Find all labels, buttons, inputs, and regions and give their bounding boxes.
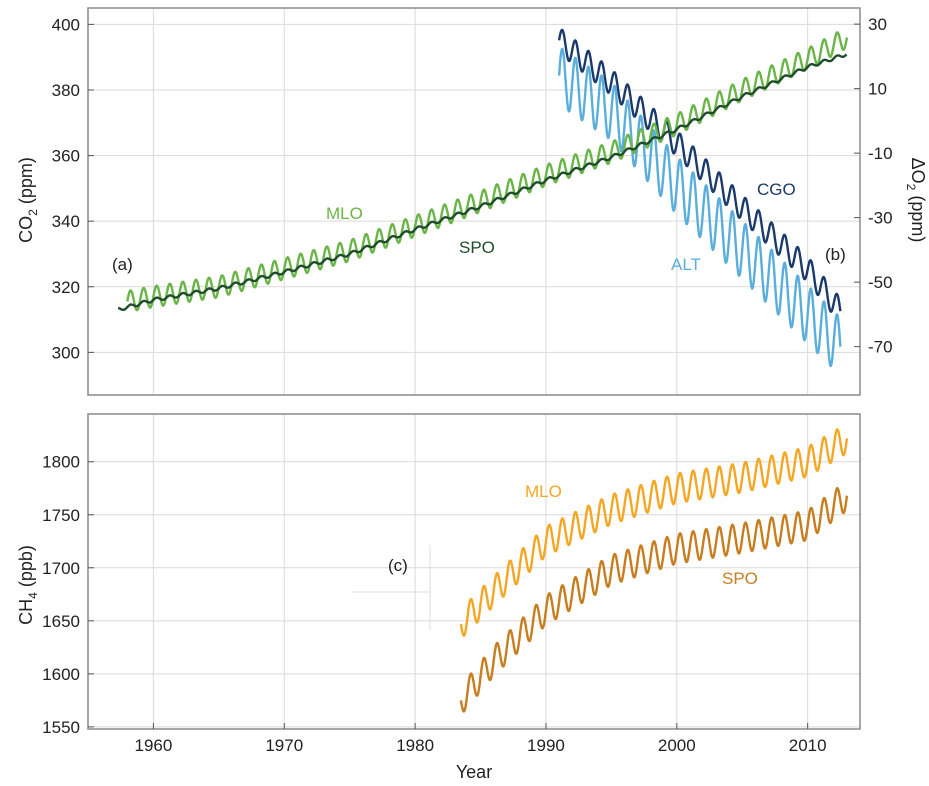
series-line-spo-co2 xyxy=(117,53,848,311)
x-axis-label: Year xyxy=(456,762,492,782)
tick-label-ch4-1550: 1550 xyxy=(42,718,80,737)
tick-label-ch4-1650: 1650 xyxy=(42,612,80,631)
series-label-mlo-ch4: MLO xyxy=(525,482,562,501)
series-top xyxy=(117,28,849,368)
tick-label-x-1980: 1980 xyxy=(396,736,434,755)
y-axis-label-ch4: CH4 (ppb) xyxy=(16,545,40,625)
gridlines-bottom xyxy=(88,414,860,729)
tick-label-o2--10: -10 xyxy=(868,144,893,163)
series-label-spo-co2: SPO xyxy=(459,238,495,257)
panel-label-a: (a) xyxy=(112,255,133,274)
y-axis-label-o2: ΔO2 (ppm) xyxy=(904,158,928,243)
inset-crosshair xyxy=(352,545,431,630)
tick-label-ch4-1800: 1800 xyxy=(42,453,80,472)
x-ticks: 1960 1970 1980 1990 2000 2010 xyxy=(135,723,827,755)
tick-label-co2-320: 320 xyxy=(52,278,80,297)
series-line-alt-o2 xyxy=(557,47,842,368)
tick-label-co2-300: 300 xyxy=(52,343,80,362)
panel-label-b: (b) xyxy=(825,245,846,264)
series-bottom xyxy=(459,428,849,713)
panel-co2-o2: 300 320 340 360 380 400 -70 -50 -30 -10 10 30 CO2 … xyxy=(16,7,928,396)
tick-label-o2--50: -50 xyxy=(868,273,893,292)
tick-label-x-1990: 1990 xyxy=(527,736,565,755)
panel-label-c: (c) xyxy=(388,556,408,575)
tick-label-ch4-1750: 1750 xyxy=(42,506,80,525)
series-label-cgo: CGO xyxy=(757,180,796,199)
y-axis-label-co2: CO2 (ppm) xyxy=(16,157,40,243)
tick-label-o2-30: 30 xyxy=(868,15,887,34)
tick-label-x-2010: 2010 xyxy=(789,736,827,755)
series-line-mlo-co2 xyxy=(126,31,849,312)
tick-label-co2-400: 400 xyxy=(52,15,80,34)
y-ticks-bottom: 1550 1600 1650 1700 1750 1800 xyxy=(42,453,94,737)
series-line-spo-ch4 xyxy=(459,487,849,713)
series-label-alt: ALT xyxy=(671,255,701,274)
plot-frame-top xyxy=(87,7,861,396)
gridlines-top xyxy=(88,8,860,395)
panel-ch4: 1550 1600 1650 1700 1750 1800 1960 1970 1980 199… xyxy=(16,413,861,782)
tick-label-ch4-1600: 1600 xyxy=(42,665,80,684)
series-line-mlo-ch4 xyxy=(459,428,849,637)
tick-label-x-1960: 1960 xyxy=(135,736,173,755)
series-label-spo-ch4: SPO xyxy=(722,569,758,588)
series-line-cgo-o2 xyxy=(557,28,842,313)
tick-label-o2-10: 10 xyxy=(868,80,887,99)
tick-label-x-2000: 2000 xyxy=(658,736,696,755)
y-ticks-left-top: 300 320 340 360 380 400 xyxy=(52,15,94,362)
tick-label-o2--70: -70 xyxy=(868,338,893,357)
series-label-mlo-co2: MLO xyxy=(326,204,363,223)
tick-label-ch4-1700: 1700 xyxy=(42,559,80,578)
tick-label-co2-340: 340 xyxy=(52,212,80,231)
tick-label-co2-380: 380 xyxy=(52,81,80,100)
tick-label-x-1970: 1970 xyxy=(265,736,303,755)
tick-label-o2--30: -30 xyxy=(868,209,893,228)
y-ticks-right-top: -70 -50 -30 -10 10 30 xyxy=(854,15,893,357)
plot-frame-bottom xyxy=(87,413,861,730)
tick-label-co2-360: 360 xyxy=(52,147,80,166)
